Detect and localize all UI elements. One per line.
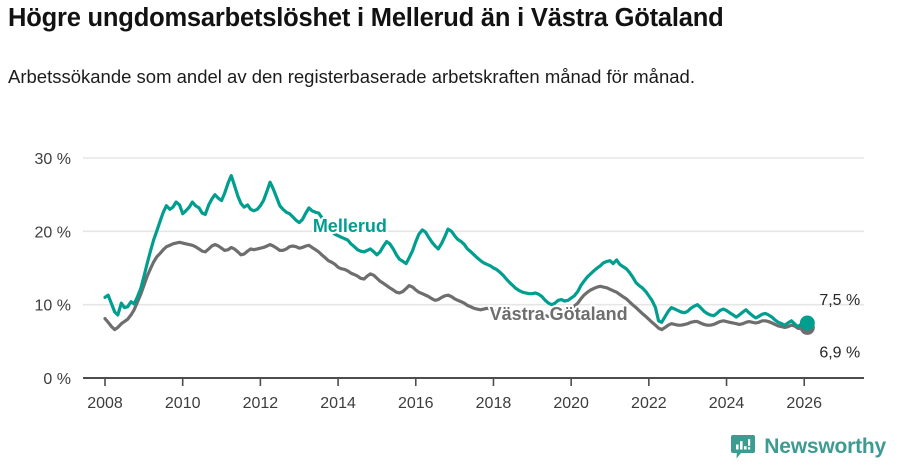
- line-chart: 0 % 10 % 20 % 30 % 2008 2010 2012 2014 2016 2018…: [35, 151, 864, 412]
- series-annotation-label: Västra Götaland: [490, 304, 628, 324]
- x-tick-label: 2014: [320, 395, 356, 412]
- x-tick-label: 2016: [398, 395, 434, 412]
- end-value-label: 7,5 %: [819, 292, 860, 309]
- x-tick-label: 2022: [631, 395, 667, 412]
- series-end-dot: [799, 315, 815, 331]
- x-tick-label: 2020: [553, 395, 589, 412]
- series-end-markers: [799, 315, 815, 335]
- gridlines: [83, 157, 864, 379]
- y-axis-labels: 0 % 10 % 20 % 30 %: [35, 151, 71, 388]
- x-tick-label: 2012: [243, 395, 279, 412]
- x-axis-ticks: [104, 378, 806, 386]
- x-axis-labels: 2008 2010 2012 2014 2016 2018 2020 2022 2024 2026: [87, 395, 822, 412]
- x-tick-label: 2008: [87, 395, 123, 412]
- series-lines: [103, 174, 809, 332]
- newsworthy-wordmark: Newsworthy: [764, 435, 886, 458]
- chart-subtitle: Arbetssökande som andel av den registerb…: [8, 66, 695, 87]
- x-tick-label: 2026: [786, 395, 822, 412]
- x-tick-label: 2010: [165, 395, 201, 412]
- chart-plot-area: 0 % 10 % 20 % 30 % 2008 2010 2012 2014 2016 2018…: [0, 140, 900, 430]
- bar-chart-bubble-icon: [731, 435, 756, 459]
- x-tick-label: 2018: [476, 395, 512, 412]
- series-annotations: Mellerud Västra Götaland: [311, 214, 630, 326]
- end-value-label: 6,9 %: [819, 344, 860, 361]
- series-annotation-label: Mellerud: [313, 216, 387, 236]
- end-value-labels: 7,5 % 6,9 %: [819, 292, 860, 361]
- y-tick-label: 20 %: [35, 224, 71, 241]
- y-tick-label: 30 %: [35, 151, 71, 168]
- y-tick-label: 10 %: [35, 298, 71, 315]
- series-line: [103, 174, 809, 329]
- page-title: Högre ungdomsarbetslöshet i Mellerud än …: [8, 4, 724, 32]
- footer-branding: Newsworthy: [730, 430, 886, 464]
- x-tick-label: 2024: [709, 395, 745, 412]
- series-line: [103, 240, 809, 332]
- y-tick-label: 0 %: [43, 371, 71, 388]
